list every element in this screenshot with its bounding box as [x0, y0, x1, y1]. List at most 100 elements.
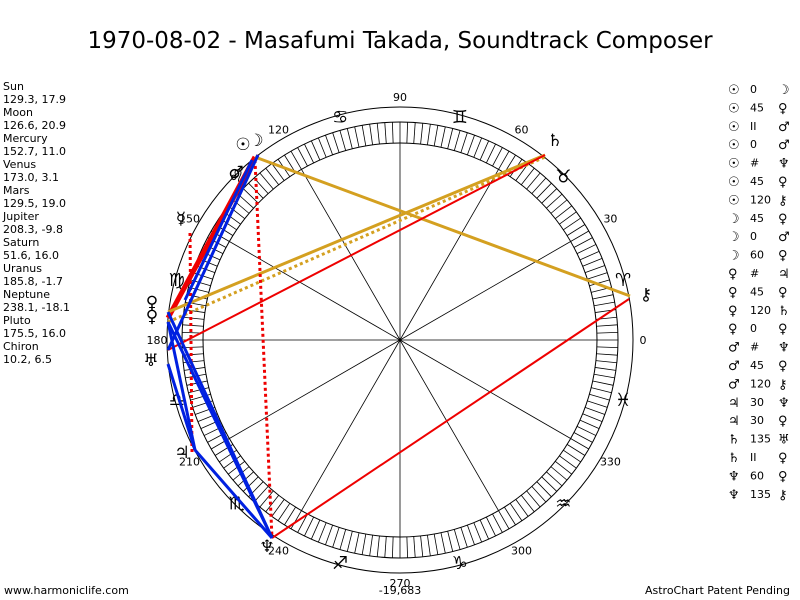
aspect-type: 45	[750, 212, 764, 225]
planet-name: Mercury	[3, 132, 48, 145]
ring-tick	[596, 353, 618, 356]
planet-glyph: ♃	[174, 443, 189, 463]
house-line	[399, 339, 499, 511]
ring-tick	[587, 272, 608, 280]
aspect-planet: ♄	[728, 451, 740, 466]
aspect-line	[167, 153, 546, 314]
degree-label: 330	[600, 456, 621, 469]
ring-tick	[520, 494, 535, 513]
ring-tick	[492, 147, 503, 167]
aspect-planet: ♀	[778, 101, 788, 116]
aspect-planet: ♀	[778, 212, 788, 227]
ring-tick	[498, 510, 510, 529]
ring-tick	[576, 244, 597, 255]
ring-tick	[361, 125, 367, 147]
ring-tick	[559, 211, 577, 225]
degree-label: 150	[179, 213, 200, 226]
ring-tick	[485, 516, 496, 537]
ring-tick	[304, 516, 315, 537]
ring-tick	[440, 532, 446, 554]
aspect-planet: ♀	[778, 175, 788, 190]
aspect-planet: ☉	[728, 193, 740, 208]
ring-tick	[546, 471, 563, 487]
aspect-planet: ♀	[778, 359, 788, 374]
ring-tick	[369, 124, 373, 145]
aspect-type: 30	[750, 396, 764, 409]
ring-tick	[536, 182, 552, 199]
ring-tick	[242, 476, 259, 492]
ring-tick	[413, 536, 416, 558]
ring-tick	[473, 522, 483, 543]
aspect-line	[167, 155, 546, 324]
planet-name: Uranus	[3, 262, 42, 275]
aspect-type: 120	[750, 193, 771, 206]
aspect-type: II	[750, 120, 757, 133]
ring-tick	[595, 360, 617, 364]
ring-tick	[277, 503, 291, 521]
planet-position: 173.0, 3.1	[3, 171, 59, 184]
ring-tick	[589, 279, 610, 287]
ring-tick	[531, 177, 547, 194]
ring-tick	[592, 294, 614, 300]
aspect-type: 45	[750, 175, 764, 188]
ring-tick	[297, 513, 308, 533]
aspect-type: 0	[750, 230, 757, 243]
ring-tick	[531, 486, 547, 503]
aspect-line	[166, 154, 260, 351]
aspect-planet: ♆	[728, 488, 740, 503]
ring-tick	[440, 126, 446, 148]
ring-tick	[473, 137, 483, 158]
ring-tick	[391, 122, 394, 144]
ring-tick	[492, 513, 503, 533]
ring-tick	[526, 490, 541, 508]
aspect-line	[166, 321, 197, 451]
ring-tick	[391, 536, 394, 558]
degree-label: 300	[511, 544, 532, 557]
aspect-planet: ♂	[728, 377, 740, 392]
aspect-line	[271, 298, 630, 539]
ring-tick	[509, 503, 523, 521]
aspect-planet: ♂	[728, 341, 740, 356]
ring-tick	[589, 393, 610, 401]
ring-tick	[427, 124, 431, 145]
aspect-planet: ♂	[778, 230, 790, 245]
zodiac-sign: ♍	[169, 270, 185, 291]
planet-name: Jupiter	[2, 210, 39, 223]
ring-tick	[420, 123, 424, 145]
ring-tick	[563, 217, 581, 231]
aspect-lines	[165, 153, 631, 539]
aspect-type: 0	[750, 322, 757, 335]
ring-tick	[593, 373, 615, 379]
ring-tick	[485, 143, 496, 164]
ring-tick	[576, 425, 597, 436]
aspect-planet: ☉	[728, 138, 740, 153]
aspect-line	[167, 154, 546, 351]
degree-label: 180	[147, 334, 168, 347]
zodiac-sign: ♐	[332, 553, 348, 574]
planet-position: 51.6, 16.0	[3, 249, 59, 262]
planet-position: 129.5, 19.0	[3, 197, 66, 210]
chart-title: 1970-08-02 - Masafumi Takada, Soundtrack…	[87, 28, 713, 54]
aspect-planet: ☽	[728, 212, 740, 227]
planet-name: Saturn	[3, 236, 39, 249]
aspect-type: 135	[750, 488, 771, 501]
planet-name: Pluto	[3, 314, 31, 327]
aspect-type: 45	[750, 101, 764, 114]
ring-tick	[573, 237, 593, 248]
degree-label: 120	[268, 124, 289, 137]
aspect-planet: ⚷	[778, 377, 788, 392]
ring-tick	[384, 536, 387, 558]
aspect-planet: ♄	[778, 304, 790, 319]
ring-tick	[310, 140, 321, 161]
ring-tick	[304, 143, 315, 164]
planet-glyph: ☽	[248, 131, 263, 151]
ring-tick	[384, 122, 387, 144]
ring-tick	[592, 380, 614, 386]
aspect-planet: ☽	[778, 83, 790, 98]
planet-name: Mars	[3, 184, 30, 197]
ring-tick	[182, 353, 204, 356]
ring-tick	[253, 486, 269, 503]
zodiac-sign: ♒	[555, 493, 571, 514]
ring-tick	[406, 536, 409, 558]
